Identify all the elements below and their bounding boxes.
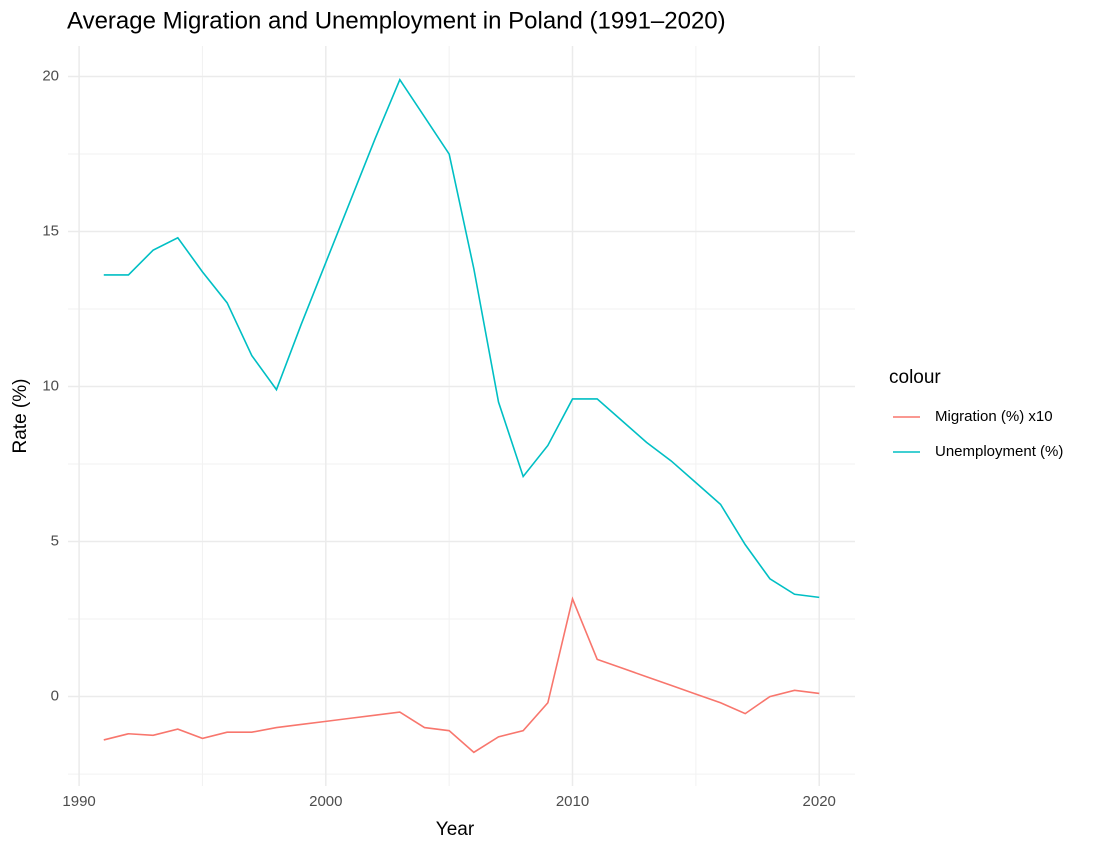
- y-tick-label: 0: [51, 688, 59, 705]
- chart-title: Average Migration and Unemployment in Po…: [67, 7, 726, 34]
- series-line: [103, 77, 820, 599]
- legend-label: Migration (%) x10: [935, 408, 1053, 425]
- legend-title: colour: [889, 367, 941, 388]
- x-tick-label: 2010: [556, 793, 589, 810]
- x-tick-label: 2000: [309, 793, 342, 810]
- legend-label: Unemployment (%): [935, 443, 1063, 460]
- x-axis-label: Year: [436, 819, 475, 840]
- y-tick-label: 15: [42, 223, 59, 240]
- y-tick-label: 10: [42, 378, 59, 395]
- x-tick-label: 2020: [803, 793, 836, 810]
- y-tick-label: 20: [42, 68, 59, 85]
- y-tick-label: 5: [51, 533, 59, 550]
- series-line: [103, 596, 820, 754]
- y-axis-label: Rate (%): [10, 379, 31, 454]
- x-tick-label: 1990: [62, 793, 95, 810]
